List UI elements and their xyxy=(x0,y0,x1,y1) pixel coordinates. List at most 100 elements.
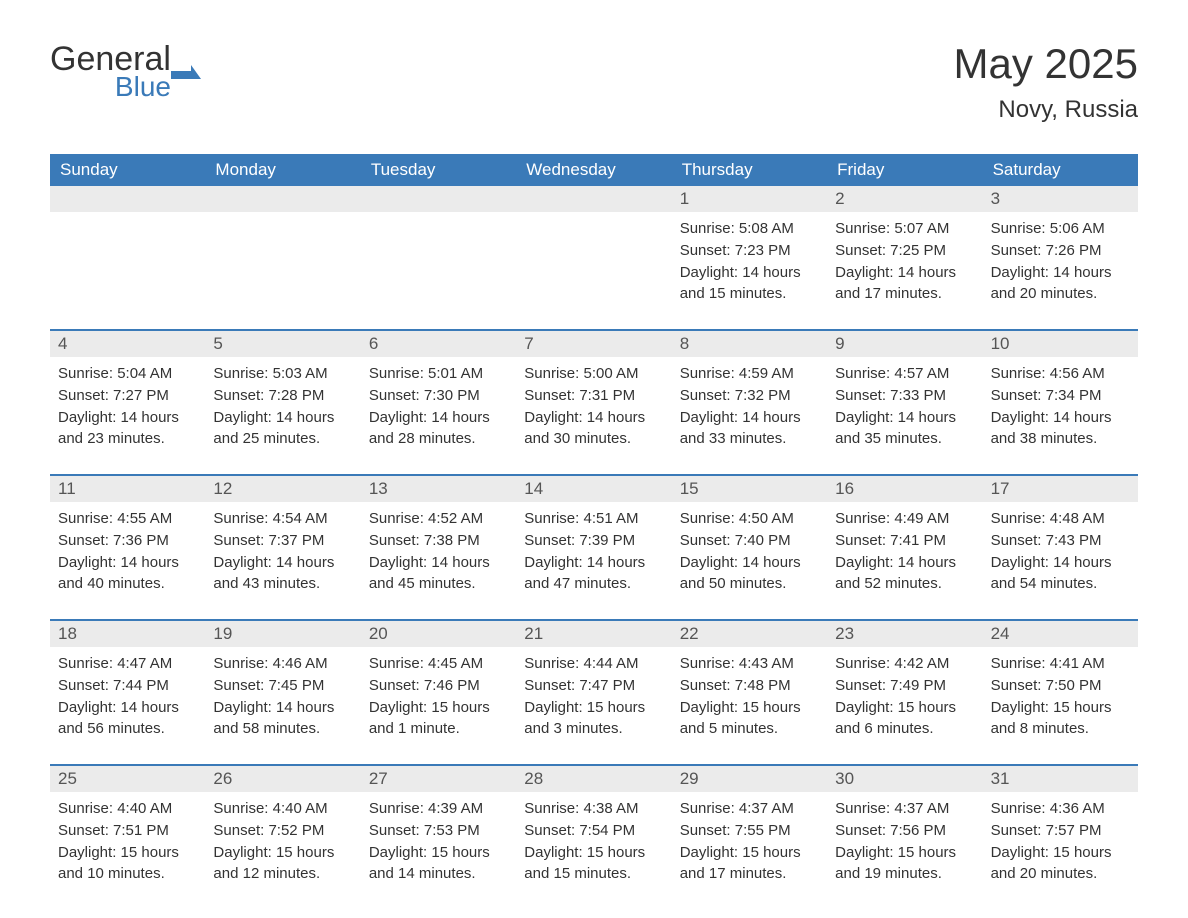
day-number: 28 xyxy=(516,766,671,792)
day-details: Sunrise: 4:39 AMSunset: 7:53 PMDaylight:… xyxy=(361,792,516,891)
sunrise-text: Sunrise: 5:07 AM xyxy=(835,218,974,240)
day-header: Saturday xyxy=(983,154,1138,186)
weeks-container: 1Sunrise: 5:08 AMSunset: 7:23 PMDaylight… xyxy=(50,186,1138,891)
location: Novy, Russia xyxy=(954,96,1138,124)
day-cell: 30Sunrise: 4:37 AMSunset: 7:56 PMDayligh… xyxy=(827,766,982,891)
day-number: 17 xyxy=(983,476,1138,502)
sunset-text: Sunset: 7:30 PM xyxy=(369,385,508,407)
sunrise-text: Sunrise: 4:49 AM xyxy=(835,508,974,530)
day-details: Sunrise: 4:42 AMSunset: 7:49 PMDaylight:… xyxy=(827,647,982,746)
day-number: 5 xyxy=(205,331,360,357)
day-header: Monday xyxy=(205,154,360,186)
sunrise-text: Sunrise: 4:39 AM xyxy=(369,798,508,820)
sunrise-text: Sunrise: 4:37 AM xyxy=(680,798,819,820)
sunset-text: Sunset: 7:52 PM xyxy=(213,820,352,842)
day-cell: 2Sunrise: 5:07 AMSunset: 7:25 PMDaylight… xyxy=(827,186,982,311)
daylight-text: Daylight: 14 hours and 47 minutes. xyxy=(524,552,663,596)
day-details: Sunrise: 4:38 AMSunset: 7:54 PMDaylight:… xyxy=(516,792,671,891)
day-number xyxy=(516,186,671,212)
day-number: 16 xyxy=(827,476,982,502)
day-cell: 6Sunrise: 5:01 AMSunset: 7:30 PMDaylight… xyxy=(361,331,516,456)
daylight-text: Daylight: 15 hours and 1 minute. xyxy=(369,697,508,741)
day-details: Sunrise: 4:50 AMSunset: 7:40 PMDaylight:… xyxy=(672,502,827,601)
day-number: 20 xyxy=(361,621,516,647)
sunrise-text: Sunrise: 5:01 AM xyxy=(369,363,508,385)
sunrise-text: Sunrise: 4:41 AM xyxy=(991,653,1130,675)
day-cell: 1Sunrise: 5:08 AMSunset: 7:23 PMDaylight… xyxy=(672,186,827,311)
sunrise-text: Sunrise: 5:03 AM xyxy=(213,363,352,385)
day-header: Sunday xyxy=(50,154,205,186)
day-details: Sunrise: 4:52 AMSunset: 7:38 PMDaylight:… xyxy=(361,502,516,601)
sunset-text: Sunset: 7:37 PM xyxy=(213,530,352,552)
daylight-text: Daylight: 14 hours and 33 minutes. xyxy=(680,407,819,451)
daylight-text: Daylight: 15 hours and 8 minutes. xyxy=(991,697,1130,741)
week-row: 4Sunrise: 5:04 AMSunset: 7:27 PMDaylight… xyxy=(50,329,1138,456)
sunrise-text: Sunrise: 4:45 AM xyxy=(369,653,508,675)
day-header: Tuesday xyxy=(361,154,516,186)
day-details: Sunrise: 4:37 AMSunset: 7:56 PMDaylight:… xyxy=(827,792,982,891)
day-details: Sunrise: 4:40 AMSunset: 7:52 PMDaylight:… xyxy=(205,792,360,891)
day-number: 7 xyxy=(516,331,671,357)
day-cell: 5Sunrise: 5:03 AMSunset: 7:28 PMDaylight… xyxy=(205,331,360,456)
sunset-text: Sunset: 7:25 PM xyxy=(835,240,974,262)
day-number xyxy=(205,186,360,212)
daylight-text: Daylight: 14 hours and 58 minutes. xyxy=(213,697,352,741)
sunrise-text: Sunrise: 4:37 AM xyxy=(835,798,974,820)
day-cell: 10Sunrise: 4:56 AMSunset: 7:34 PMDayligh… xyxy=(983,331,1138,456)
day-number: 29 xyxy=(672,766,827,792)
logo-text-sub: Blue xyxy=(115,71,171,103)
day-details: Sunrise: 4:36 AMSunset: 7:57 PMDaylight:… xyxy=(983,792,1138,891)
day-details: Sunrise: 5:06 AMSunset: 7:26 PMDaylight:… xyxy=(983,212,1138,311)
sunrise-text: Sunrise: 4:54 AM xyxy=(213,508,352,530)
day-header: Friday xyxy=(827,154,982,186)
day-cell: 31Sunrise: 4:36 AMSunset: 7:57 PMDayligh… xyxy=(983,766,1138,891)
sunrise-text: Sunrise: 4:38 AM xyxy=(524,798,663,820)
day-number: 3 xyxy=(983,186,1138,212)
sunset-text: Sunset: 7:41 PM xyxy=(835,530,974,552)
day-cell: 21Sunrise: 4:44 AMSunset: 7:47 PMDayligh… xyxy=(516,621,671,746)
sunset-text: Sunset: 7:53 PM xyxy=(369,820,508,842)
day-number: 31 xyxy=(983,766,1138,792)
day-cell: 4Sunrise: 5:04 AMSunset: 7:27 PMDaylight… xyxy=(50,331,205,456)
day-details: Sunrise: 5:01 AMSunset: 7:30 PMDaylight:… xyxy=(361,357,516,456)
day-cell: 19Sunrise: 4:46 AMSunset: 7:45 PMDayligh… xyxy=(205,621,360,746)
day-details: Sunrise: 4:48 AMSunset: 7:43 PMDaylight:… xyxy=(983,502,1138,601)
day-details xyxy=(516,212,671,302)
sunset-text: Sunset: 7:27 PM xyxy=(58,385,197,407)
day-number: 4 xyxy=(50,331,205,357)
sunset-text: Sunset: 7:38 PM xyxy=(369,530,508,552)
daylight-text: Daylight: 15 hours and 15 minutes. xyxy=(524,842,663,886)
day-cell xyxy=(205,186,360,311)
daylight-text: Daylight: 15 hours and 5 minutes. xyxy=(680,697,819,741)
day-cell: 9Sunrise: 4:57 AMSunset: 7:33 PMDaylight… xyxy=(827,331,982,456)
day-cell: 22Sunrise: 4:43 AMSunset: 7:48 PMDayligh… xyxy=(672,621,827,746)
day-cell xyxy=(516,186,671,311)
sunrise-text: Sunrise: 5:06 AM xyxy=(991,218,1130,240)
week-row: 25Sunrise: 4:40 AMSunset: 7:51 PMDayligh… xyxy=(50,764,1138,891)
day-cell: 18Sunrise: 4:47 AMSunset: 7:44 PMDayligh… xyxy=(50,621,205,746)
day-details: Sunrise: 4:57 AMSunset: 7:33 PMDaylight:… xyxy=(827,357,982,456)
day-number xyxy=(50,186,205,212)
day-details: Sunrise: 4:37 AMSunset: 7:55 PMDaylight:… xyxy=(672,792,827,891)
daylight-text: Daylight: 14 hours and 54 minutes. xyxy=(991,552,1130,596)
daylight-text: Daylight: 15 hours and 6 minutes. xyxy=(835,697,974,741)
day-cell: 27Sunrise: 4:39 AMSunset: 7:53 PMDayligh… xyxy=(361,766,516,891)
day-cell: 20Sunrise: 4:45 AMSunset: 7:46 PMDayligh… xyxy=(361,621,516,746)
day-details: Sunrise: 4:40 AMSunset: 7:51 PMDaylight:… xyxy=(50,792,205,891)
daylight-text: Daylight: 14 hours and 35 minutes. xyxy=(835,407,974,451)
sunset-text: Sunset: 7:36 PM xyxy=(58,530,197,552)
day-number xyxy=(361,186,516,212)
sunrise-text: Sunrise: 5:08 AM xyxy=(680,218,819,240)
day-details: Sunrise: 4:45 AMSunset: 7:46 PMDaylight:… xyxy=(361,647,516,746)
day-number: 14 xyxy=(516,476,671,502)
daylight-text: Daylight: 14 hours and 50 minutes. xyxy=(680,552,819,596)
daylight-text: Daylight: 14 hours and 30 minutes. xyxy=(524,407,663,451)
sunset-text: Sunset: 7:45 PM xyxy=(213,675,352,697)
day-number: 15 xyxy=(672,476,827,502)
sunrise-text: Sunrise: 4:50 AM xyxy=(680,508,819,530)
day-number: 23 xyxy=(827,621,982,647)
daylight-text: Daylight: 15 hours and 10 minutes. xyxy=(58,842,197,886)
title-block: May 2025 Novy, Russia xyxy=(954,40,1138,124)
week-row: 1Sunrise: 5:08 AMSunset: 7:23 PMDaylight… xyxy=(50,186,1138,311)
sunset-text: Sunset: 7:57 PM xyxy=(991,820,1130,842)
